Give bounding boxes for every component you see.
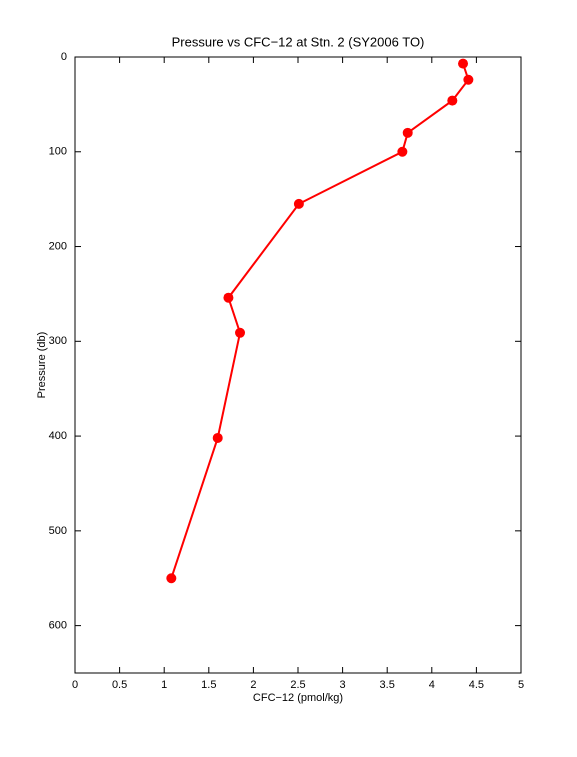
x-tick-label: 1.5 (201, 679, 216, 691)
y-tick-label: 500 (49, 525, 67, 537)
data-point (447, 95, 458, 106)
data-point (293, 198, 304, 209)
data-point (402, 127, 413, 138)
x-tick-label: 3.5 (380, 679, 395, 691)
y-axis-label: Pressure (db) (36, 332, 48, 399)
data-point (212, 432, 223, 443)
plot-frame (74, 56, 522, 674)
data-point (458, 58, 469, 69)
y-tick-label: 0 (61, 51, 67, 63)
data-point (235, 327, 246, 338)
x-tick-label: 0 (72, 679, 78, 691)
y-tick-label: 100 (49, 146, 67, 158)
x-tick-label: 5 (518, 679, 524, 691)
data-point (397, 146, 408, 157)
x-tick-label: 2 (250, 679, 256, 691)
y-tick-label: 600 (49, 620, 67, 632)
x-tick-label: 4 (429, 679, 435, 691)
data-line (170, 63, 470, 579)
x-axis-label: CFC−12 (pmol/kg) (253, 692, 343, 704)
x-tick-label: 0.5 (112, 679, 127, 691)
x-tick-label: 4.5 (469, 679, 484, 691)
data-point (463, 74, 474, 85)
y-tick-label: 200 (49, 240, 67, 252)
data-point (166, 573, 177, 584)
y-tick-label: 400 (49, 430, 67, 442)
chart-title: Pressure vs CFC−12 at Stn. 2 (SY2006 TO) (172, 34, 425, 49)
data-point (223, 292, 234, 303)
x-tick-label: 3 (340, 679, 346, 691)
x-tick-label: 1 (161, 679, 167, 691)
x-tick-label: 2.5 (290, 679, 305, 691)
y-tick-label: 300 (49, 335, 67, 347)
